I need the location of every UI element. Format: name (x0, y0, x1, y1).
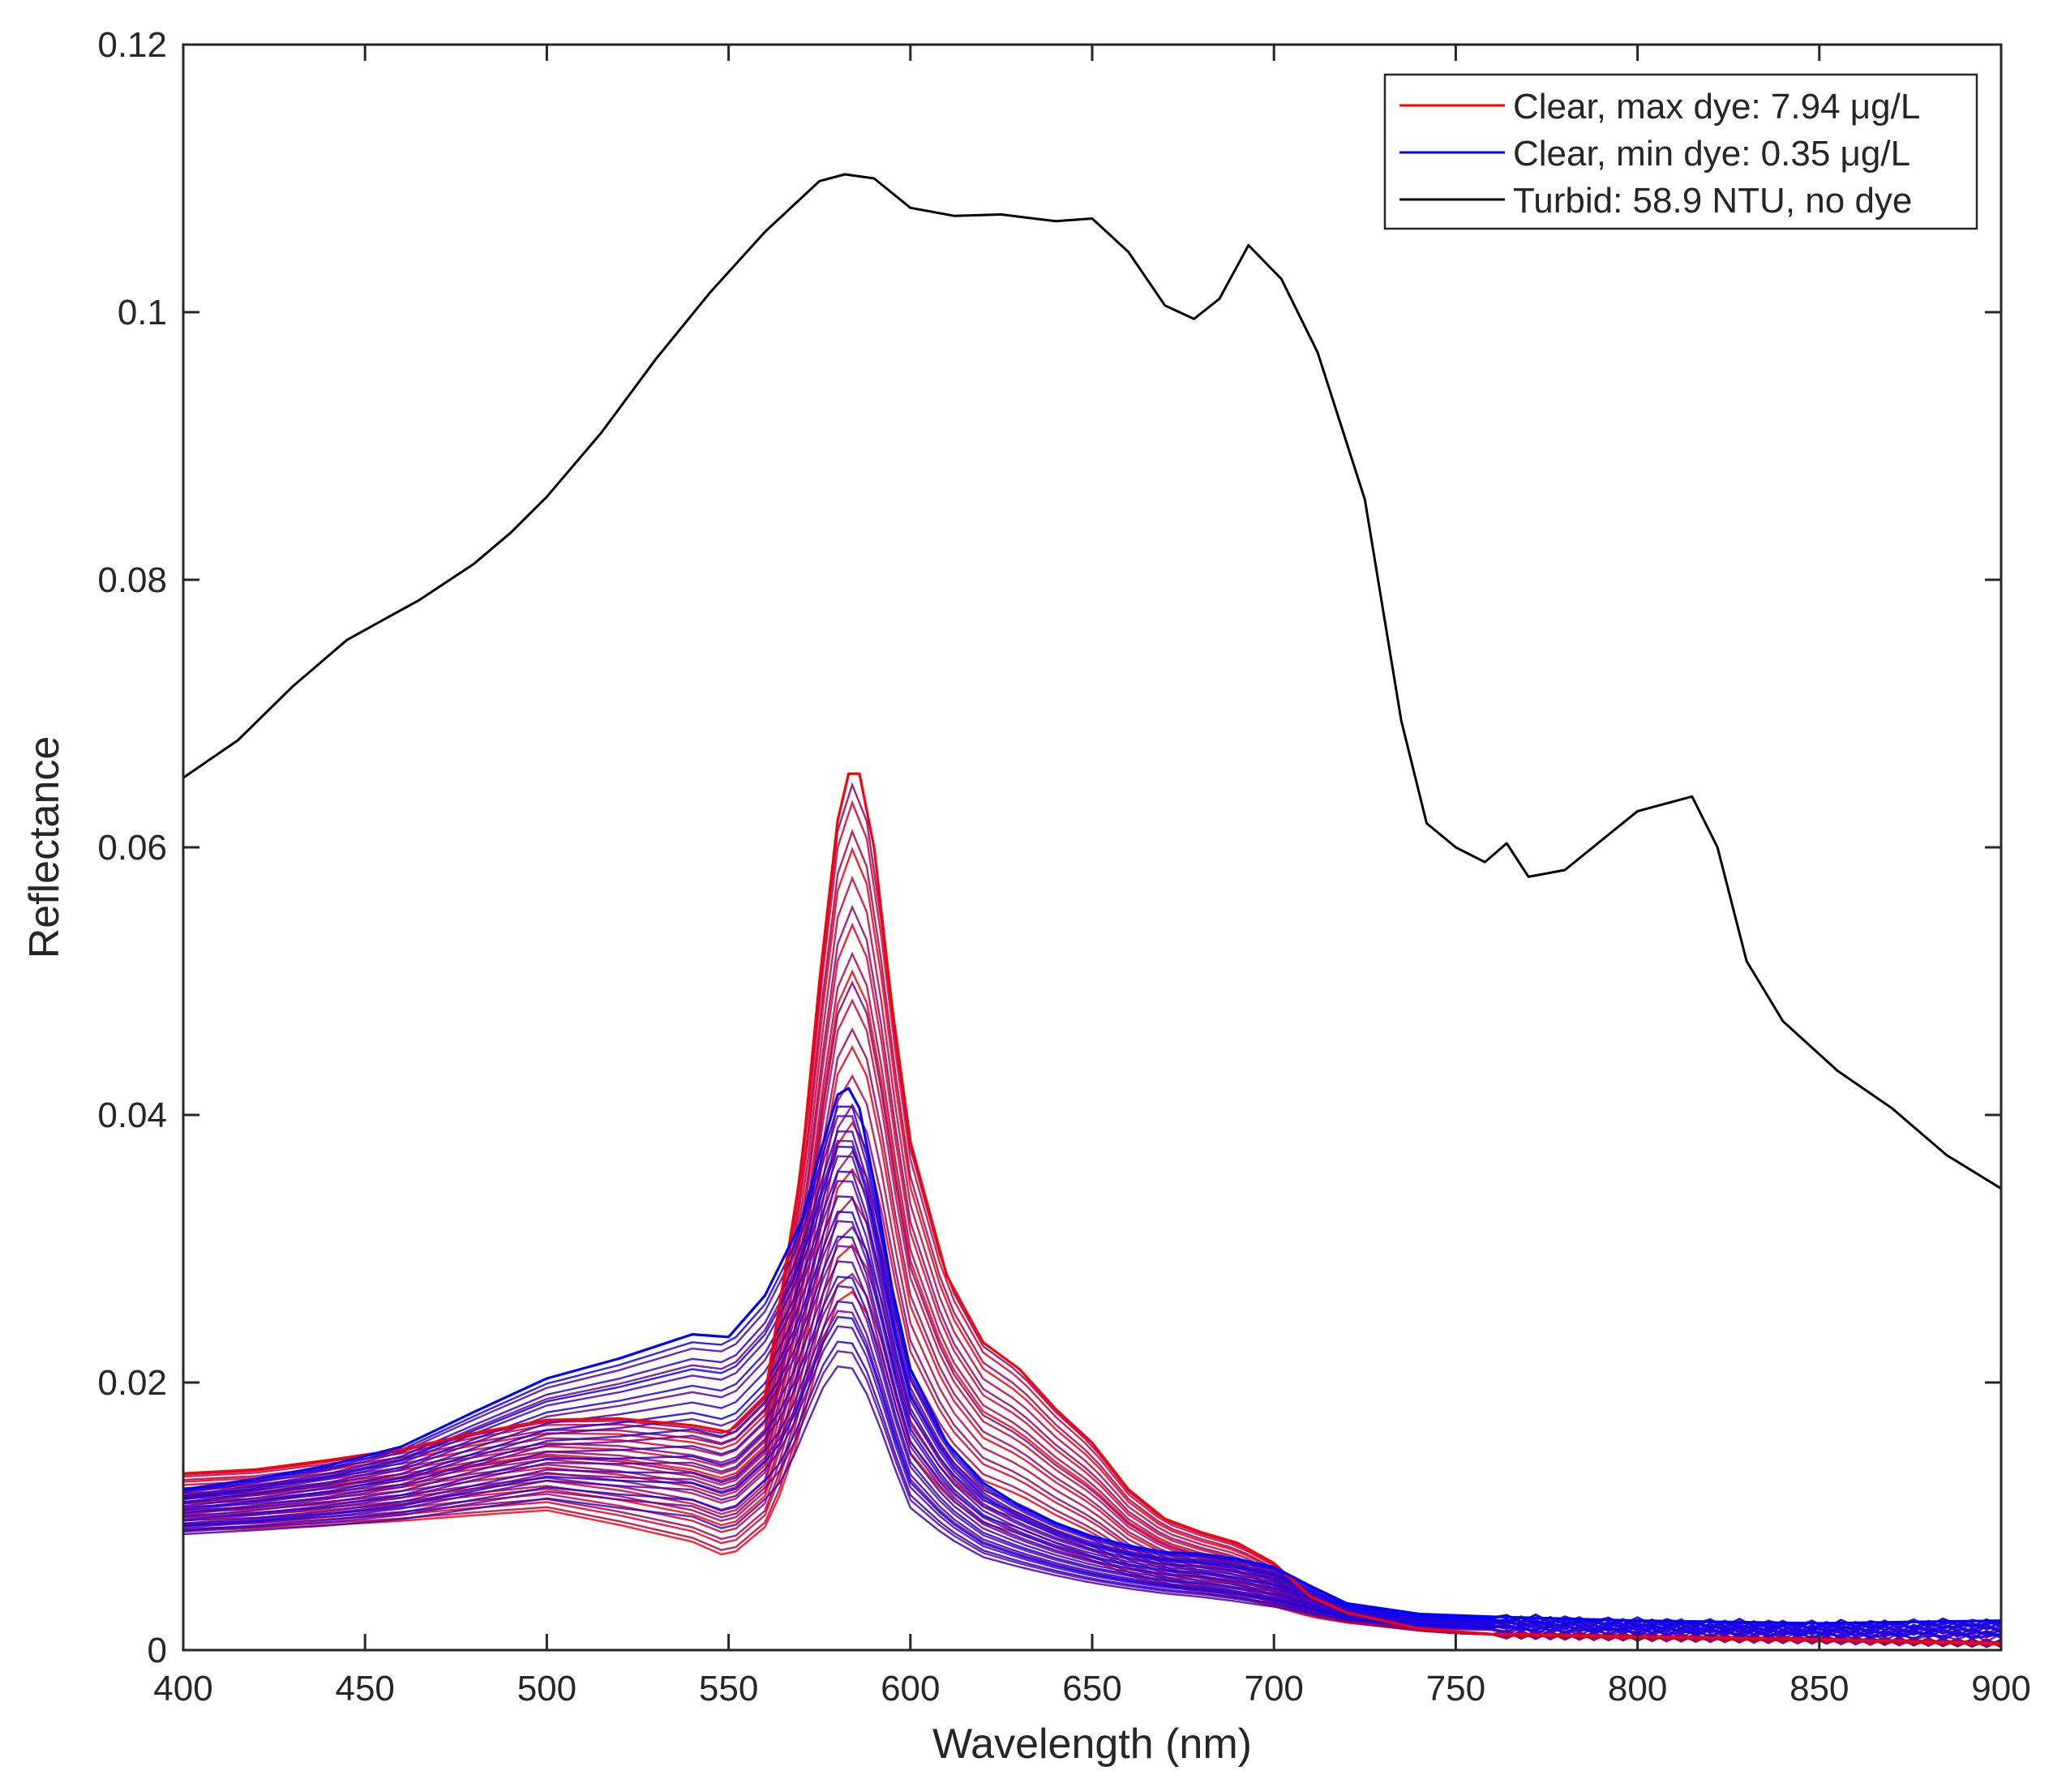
spectrum-curve (182, 1315, 2002, 1640)
x-tick-label: 650 (1062, 1669, 1121, 1708)
series-line-2 (182, 1087, 2002, 1625)
y-tick-label: 0.1 (118, 293, 167, 332)
series-line-0 (182, 173, 2002, 1190)
y-tick-label: 0.06 (97, 828, 167, 868)
legend-label-max-dye: Clear, max dye: 7.94 μg/L (1513, 87, 1920, 126)
x-tick-label: 700 (1244, 1669, 1303, 1708)
spectrum-curve (182, 847, 2002, 1648)
x-tick-label: 750 (1426, 1669, 1485, 1708)
x-tick-label: 600 (881, 1669, 940, 1708)
x-axis-label: Wavelength (nm) (932, 1721, 1252, 1768)
legend-label-turbid: Turbid: 58.9 NTU, no dye (1513, 181, 1912, 221)
x-tick-label: 900 (1971, 1669, 2030, 1708)
x-tick-label: 450 (335, 1669, 394, 1708)
y-tick-label: 0.08 (97, 560, 167, 600)
axis-ticks: 400 450 500 550 600 650 700 750 800 850 900 0 0.02 0.… (97, 25, 2030, 1708)
spectrum-curve (182, 829, 2002, 1648)
x-tick-label: 550 (699, 1669, 758, 1708)
legend-label-min-dye: Clear, min dye: 0.35 μg/L (1513, 134, 1910, 174)
spectrum-curve (182, 1211, 2002, 1634)
series-layer (182, 173, 2002, 1645)
y-tick-label: 0 (148, 1631, 167, 1670)
plot-area-frame (182, 43, 2003, 1652)
y-tick-label: 0.02 (97, 1363, 167, 1403)
spectrum-curve (182, 980, 2002, 1648)
y-tick-label: 0.04 (97, 1095, 167, 1135)
spectrum-curve (182, 1155, 2002, 1631)
spectrum-curve (182, 1130, 2002, 1630)
y-tick-label: 0.12 (97, 25, 167, 65)
spectra-band (182, 782, 2002, 1648)
y-axis-label: Reflectance (21, 736, 68, 959)
x-tick-label: 400 (153, 1669, 212, 1708)
spectrum-curve (182, 1145, 2002, 1631)
spectrum-curve (182, 875, 2002, 1648)
x-tick-label: 500 (517, 1669, 576, 1708)
legend: Clear, max dye: 7.94 μg/L Clear, min dye… (1383, 73, 1978, 230)
spectrum-curve (182, 1325, 2002, 1640)
x-tick-label: 800 (1608, 1669, 1667, 1708)
spectrum-curve (182, 1340, 2002, 1640)
spectrum-curve (182, 1275, 2002, 1637)
x-tick-label: 850 (1789, 1669, 1849, 1708)
series-line-1 (182, 772, 2002, 1645)
